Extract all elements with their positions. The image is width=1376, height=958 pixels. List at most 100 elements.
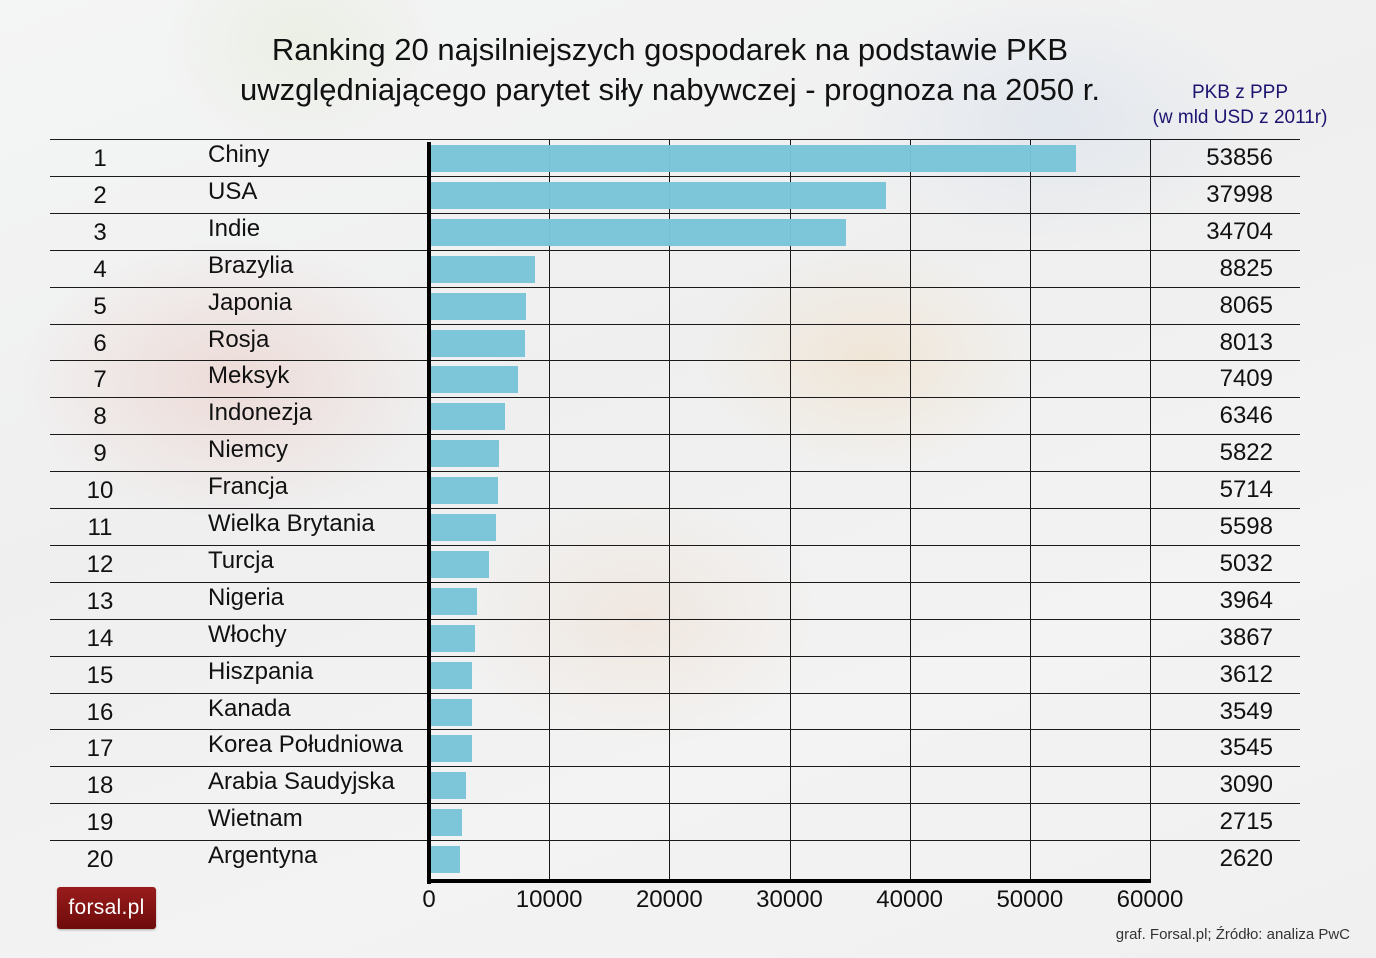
rank-number: 16 xyxy=(86,698,114,726)
row-divider xyxy=(50,360,1300,362)
chart-title-line1: Ranking 20 najsilniejszych gospodarek na… xyxy=(271,32,1069,67)
row-divider xyxy=(50,212,1300,214)
rank-number: 12 xyxy=(86,550,114,578)
x-tick-label: 20000 xyxy=(635,886,703,913)
rank-number: 8 xyxy=(93,403,107,431)
gdp-value: 53856 xyxy=(1206,144,1273,171)
grid-line xyxy=(549,139,551,881)
chart-title-line2: uwzględniającego parytet siły nabywczej … xyxy=(240,72,1100,107)
rank-number: 20 xyxy=(86,846,114,874)
row-divider xyxy=(50,508,1300,509)
x-tick-label: 60000 xyxy=(1116,886,1184,913)
gdp-bar xyxy=(431,809,462,837)
gdp-value: 3867 xyxy=(1219,623,1273,651)
gdp-value: 3549 xyxy=(1219,697,1273,725)
gdp-bar xyxy=(431,550,490,578)
row-divider xyxy=(50,692,1300,694)
row-divider xyxy=(50,618,1300,620)
rank-number: 2 xyxy=(93,181,107,209)
gdp-value: 8013 xyxy=(1219,328,1273,356)
grid-line xyxy=(909,139,911,881)
country-name: Rosja xyxy=(208,325,270,353)
rank-number: 17 xyxy=(86,735,114,763)
gdp-bar xyxy=(431,514,497,541)
rank-number: 7 xyxy=(93,366,107,394)
row-divider xyxy=(50,139,1300,140)
source-note: graf. Forsal.pl; Źródło: analiza PwC xyxy=(1115,926,1350,943)
gdp-value: 5032 xyxy=(1219,549,1273,577)
row-divider xyxy=(50,581,1300,583)
row-divider xyxy=(50,434,1300,436)
x-tick-label: 0 xyxy=(422,886,436,913)
country-name: USA xyxy=(208,177,258,205)
country-name: Turcja xyxy=(208,546,274,574)
row-divider xyxy=(50,471,1300,473)
gdp-value: 2715 xyxy=(1219,808,1273,836)
country-name: Nigeria xyxy=(208,583,285,611)
chart-title: Ranking 20 najsilniejszych gospodarek na… xyxy=(180,30,1160,110)
gdp-bar xyxy=(431,181,886,209)
row-divider xyxy=(50,729,1300,731)
rank-number: 14 xyxy=(86,624,114,652)
rank-number: 3 xyxy=(93,218,107,246)
gdp-bar xyxy=(431,624,476,652)
gdp-bar xyxy=(431,587,477,615)
gdp-value: 8825 xyxy=(1219,254,1273,282)
country-name: Niemcy xyxy=(208,436,289,464)
row-divider xyxy=(50,249,1300,251)
gdp-bar xyxy=(431,145,1077,172)
gdp-value: 3612 xyxy=(1219,660,1273,688)
rank-number: 9 xyxy=(93,440,107,468)
row-divider xyxy=(50,544,1300,546)
gdp-bar xyxy=(431,366,519,394)
x-tick-label: 40000 xyxy=(876,886,944,913)
grid-line xyxy=(669,139,671,881)
country-name: Korea Południowa xyxy=(208,731,403,759)
gdp-value: 5822 xyxy=(1219,439,1273,467)
gdp-value: 7409 xyxy=(1219,365,1273,393)
rank-number: 13 xyxy=(86,587,114,615)
rank-number: 5 xyxy=(93,292,107,320)
country-name: Arabia Saudyjska xyxy=(208,768,395,796)
gdp-value: 34704 xyxy=(1206,217,1273,245)
row-divider xyxy=(50,655,1300,657)
gdp-bar xyxy=(431,329,526,357)
rank-number: 11 xyxy=(87,514,113,541)
gdp-value: 37998 xyxy=(1206,180,1273,208)
grid-line xyxy=(1150,139,1151,881)
rank-number: 18 xyxy=(86,772,114,800)
grid-line xyxy=(789,139,791,881)
value-column-header: PKB z PPP (w mld USD z 2011r) xyxy=(1140,80,1340,130)
gdp-value: 3090 xyxy=(1219,771,1273,799)
gdp-value: 5714 xyxy=(1219,476,1273,504)
country-name: Indie xyxy=(208,214,261,242)
gdp-bar xyxy=(431,772,467,800)
rank-number: 15 xyxy=(86,661,114,689)
row-divider xyxy=(50,175,1300,177)
gdp-bar xyxy=(431,698,472,726)
row-divider xyxy=(50,286,1300,288)
country-name: Indonezja xyxy=(208,399,313,427)
row-divider xyxy=(50,803,1300,805)
gdp-bar xyxy=(431,735,472,763)
row-divider xyxy=(50,323,1300,325)
gdp-value: 2620 xyxy=(1219,845,1273,873)
country-name: Argentyna xyxy=(208,842,318,870)
gdp-value: 5598 xyxy=(1219,513,1273,540)
gdp-bar xyxy=(431,661,473,689)
rank-number: 10 xyxy=(86,477,114,505)
gdp-bar xyxy=(431,846,461,874)
country-name: Włochy xyxy=(208,620,287,648)
gdp-bar xyxy=(431,403,506,431)
value-header-line2: (w mld USD z 2011r) xyxy=(1152,107,1328,128)
row-divider xyxy=(50,766,1300,768)
y-axis-line xyxy=(427,142,431,884)
gdp-value: 8065 xyxy=(1219,291,1273,319)
gdp-value: 3964 xyxy=(1219,586,1273,614)
country-name: Wielka Brytania xyxy=(208,510,375,537)
country-name: Brazylia xyxy=(208,251,294,279)
rank-number: 1 xyxy=(93,145,107,172)
row-divider xyxy=(50,397,1300,399)
grid-line xyxy=(1029,139,1031,881)
rank-number: 19 xyxy=(86,809,114,837)
